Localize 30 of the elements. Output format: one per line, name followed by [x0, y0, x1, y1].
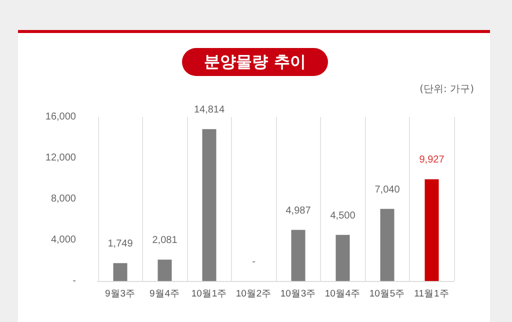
bar: [380, 208, 394, 281]
text: (단위: 가구): [420, 83, 474, 96]
x-tick-label: 11월1주: [414, 288, 450, 300]
data-label: 1,749: [108, 238, 134, 250]
bar: [158, 260, 172, 281]
x-tick-label: 10월5주: [369, 288, 406, 300]
chart-title: 분양물량 추이: [182, 48, 328, 76]
data-label: 4,500: [330, 210, 356, 222]
x-tick-label: 10월2주: [236, 288, 272, 300]
data-label: -: [252, 256, 256, 268]
bar: [424, 179, 439, 281]
data-label: 14,814: [194, 104, 225, 116]
x-tick-label: 10월1주: [191, 288, 228, 300]
x-tick-label: 10월4주: [324, 288, 361, 300]
x-tick-label: 9월3주: [104, 288, 136, 300]
bar: [202, 129, 216, 281]
y-tick-label: -: [72, 276, 76, 286]
bar: [291, 230, 306, 281]
y-tick-label: 16,000: [45, 112, 76, 122]
data-label: 7,040: [374, 184, 400, 196]
x-tick-label: 10월3주: [280, 288, 316, 300]
data-label: 4,987: [286, 205, 312, 216]
y-tick-label: 4,000: [50, 234, 76, 246]
data-label: 2,081: [152, 235, 178, 246]
x-tick-label: 9월4주: [149, 288, 180, 300]
y-tick-label: 8,000: [50, 194, 76, 204]
bar: [336, 234, 350, 281]
y-tick-label: 12,000: [45, 152, 76, 164]
bar: [113, 263, 128, 281]
data-label: 9,927: [419, 154, 445, 166]
